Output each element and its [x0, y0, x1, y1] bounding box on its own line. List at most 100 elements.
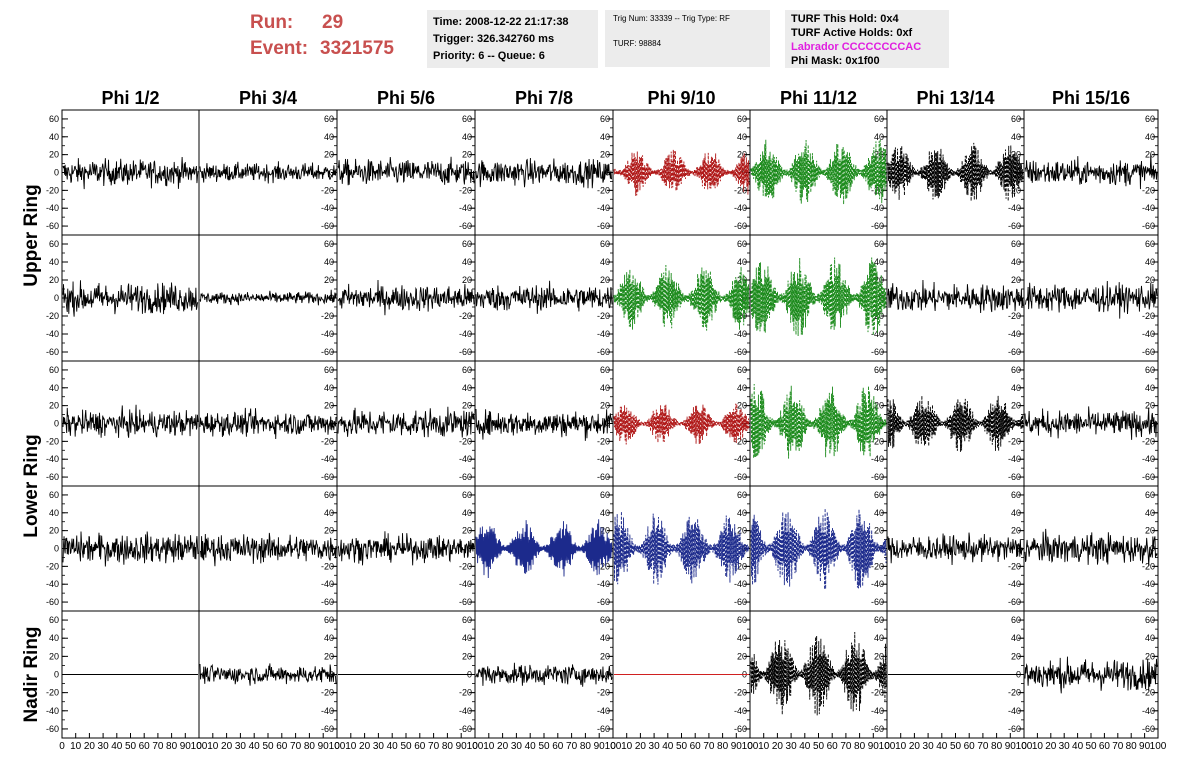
y-tick-label: 40: [49, 508, 59, 518]
y-tick-label: 40: [324, 383, 334, 393]
y-tick-label: -60: [1142, 724, 1155, 734]
y-tick-label: -40: [321, 203, 334, 213]
y-tick-label: -60: [734, 472, 747, 482]
y-tick-label: 60: [49, 114, 59, 124]
y-tick-label: 0: [54, 670, 59, 680]
y-tick-label: -60: [597, 347, 610, 357]
run-line: Run: 29: [250, 10, 420, 36]
y-tick-label: 20: [1145, 651, 1155, 661]
y-tick-label: 60: [1145, 490, 1155, 500]
x-tick-label: 10: [621, 741, 633, 752]
y-tick-label: -20: [459, 688, 472, 698]
y-tick-label: 20: [1145, 275, 1155, 285]
trig-num-line: Trig Num: 33339 -- Trig Type: RF: [613, 14, 730, 23]
y-tick-label: -40: [46, 329, 59, 339]
x-tick-label: 30: [649, 741, 661, 752]
y-tick-label: 60: [49, 615, 59, 625]
y-tick-label: -40: [46, 579, 59, 589]
y-tick-label: 20: [462, 401, 472, 411]
x-tick-label: 100: [742, 741, 759, 752]
waveform-trace: [1024, 656, 1158, 694]
x-tick-label: 100: [1016, 741, 1033, 752]
y-tick-label: -40: [321, 329, 334, 339]
y-tick-label: -60: [321, 472, 334, 482]
y-tick-label: 60: [1011, 365, 1021, 375]
x-tick-label: 40: [799, 741, 811, 752]
y-tick-label: 20: [324, 651, 334, 661]
y-tick-label: 20: [49, 275, 59, 285]
waveform-trace: [1024, 528, 1158, 566]
y-tick-label: -40: [1142, 706, 1155, 716]
y-tick-label: -20: [1008, 311, 1021, 321]
x-tick-label: 30: [235, 741, 247, 752]
y-tick-label: -60: [1008, 597, 1021, 607]
y-tick-label: 40: [462, 132, 472, 142]
x-tick-label: 20: [221, 741, 233, 752]
x-tick-label: 10: [1032, 741, 1044, 752]
y-tick-label: -20: [46, 436, 59, 446]
y-tick-label: 60: [462, 365, 472, 375]
x-tick-label: 70: [152, 741, 164, 752]
y-tick-label: -20: [46, 561, 59, 571]
run-value: 29: [322, 12, 344, 33]
y-tick-label: 40: [1011, 383, 1021, 393]
x-tick-label: 70: [290, 741, 302, 752]
y-tick-label: 0: [879, 293, 884, 303]
y-tick-label: -60: [597, 221, 610, 231]
y-tick-label: 40: [49, 383, 59, 393]
y-tick-label: 0: [467, 419, 472, 429]
y-tick-label: -20: [459, 436, 472, 446]
y-tick-label: -60: [321, 724, 334, 734]
y-tick-label: 20: [462, 526, 472, 536]
waveform-trace: [199, 161, 337, 184]
y-tick-label: -20: [871, 561, 884, 571]
y-tick-label: 20: [49, 651, 59, 661]
y-tick-label: -20: [321, 436, 334, 446]
waveform-trace: [613, 149, 750, 196]
waveform-trace: [475, 519, 613, 578]
y-tick-label: 60: [874, 365, 884, 375]
y-tick-label: 20: [462, 651, 472, 661]
x-tick-label: 60: [1099, 741, 1111, 752]
y-tick-label: -60: [1008, 347, 1021, 357]
y-tick-label: 60: [600, 365, 610, 375]
x-tick-label: 10: [758, 741, 770, 752]
y-tick-label: -60: [871, 347, 884, 357]
y-tick-label: 20: [874, 526, 884, 536]
y-tick-label: -20: [871, 436, 884, 446]
y-tick-label: 60: [462, 239, 472, 249]
y-tick-label: -20: [321, 688, 334, 698]
column-header: Phi 11/12: [780, 88, 857, 108]
y-tick-label: 40: [462, 257, 472, 267]
y-tick-label: 60: [1145, 615, 1155, 625]
x-tick-label: 100: [329, 741, 346, 752]
y-tick-label: -40: [46, 454, 59, 464]
y-tick-label: 60: [874, 490, 884, 500]
y-tick-label: 40: [600, 383, 610, 393]
waveform-trace: [199, 407, 337, 439]
y-tick-label: 60: [324, 365, 334, 375]
y-tick-label: 0: [467, 168, 472, 178]
y-tick-label: -60: [597, 472, 610, 482]
y-tick-label: -60: [46, 724, 59, 734]
turf-info-box: TURF This Hold: 0x4 TURF Active Holds: 0…: [785, 10, 949, 68]
y-tick-label: 60: [737, 490, 747, 500]
y-tick-label: -60: [459, 221, 472, 231]
y-tick-label: 40: [874, 257, 884, 267]
x-tick-label: 10: [70, 741, 82, 752]
x-tick-label: 90: [318, 741, 330, 752]
y-tick-label: 20: [1145, 401, 1155, 411]
x-tick-label: 40: [525, 741, 537, 752]
turf-hold-line: TURF This Hold: 0x4: [791, 13, 899, 25]
time-info-box: Time: 2008-12-22 21:17:38 Trigger: 326.3…: [427, 10, 598, 68]
y-tick-label: 60: [737, 114, 747, 124]
y-tick-label: 0: [54, 544, 59, 554]
y-tick-label: -40: [1142, 329, 1155, 339]
y-tick-label: 20: [600, 275, 610, 285]
y-tick-label: -60: [1008, 472, 1021, 482]
y-tick-label: 40: [600, 633, 610, 643]
x-tick-label: 40: [936, 741, 948, 752]
x-tick-label: 90: [180, 741, 192, 752]
y-tick-label: -40: [734, 706, 747, 716]
